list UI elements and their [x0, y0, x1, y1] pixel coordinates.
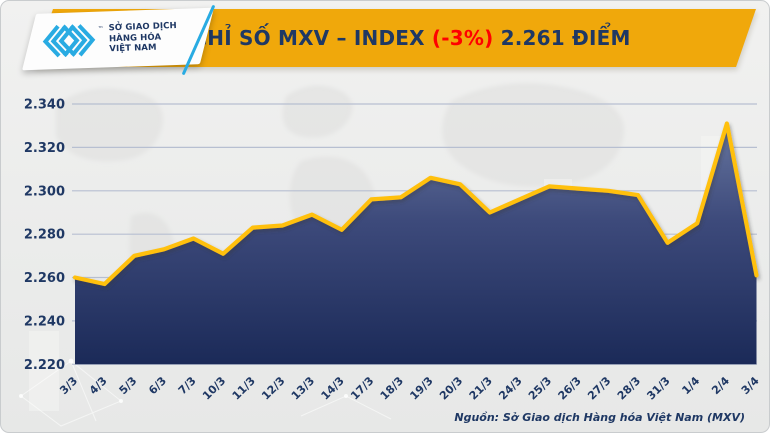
x-axis-label: 12/3 [259, 374, 287, 402]
x-axis-label: 14/3 [319, 374, 347, 402]
x-axis-label: 13/3 [289, 374, 317, 402]
x-axis-label: 21/3 [467, 374, 495, 402]
y-axis-label: 2.240 [24, 314, 65, 329]
index-line [72, 121, 759, 287]
x-axis-label: 20/3 [437, 374, 465, 402]
x-axis-label: 31/3 [644, 374, 672, 402]
x-axis-label: 5/3 [117, 374, 140, 397]
constellation-dots [19, 358, 348, 403]
x-axis-label: 7/3 [176, 374, 199, 397]
y-axis-label: 2.300 [24, 184, 65, 199]
area-fill [75, 123, 757, 365]
x-axis-label: 3/4 [739, 374, 762, 397]
y-axis-label: 2.280 [24, 228, 65, 243]
x-axis-label: 1/4 [679, 374, 702, 397]
x-axis-label: 11/3 [230, 374, 258, 402]
y-axis-label: 2.260 [24, 271, 65, 286]
x-axis-label: 19/3 [407, 374, 435, 402]
y-axis-label: 2.340 [24, 98, 65, 113]
x-axis-label: 10/3 [200, 374, 228, 402]
y-axis-label: 2.320 [24, 141, 65, 156]
x-axis-label: 3/3 [57, 374, 80, 397]
x-axis-label: 27/3 [585, 374, 613, 402]
x-axis-label: 28/3 [615, 374, 643, 402]
x-axis-label: 24/3 [496, 374, 524, 402]
x-axis-label: 17/3 [348, 374, 376, 402]
x-axis-label: 18/3 [378, 374, 406, 402]
source-caption: Nguồn: Sở Giao dịch Hàng hóa Việt Nam (M… [454, 411, 745, 424]
x-axis-label: 2/4 [709, 374, 732, 397]
x-axis-label: 6/3 [146, 374, 169, 397]
x-axis-label: 26/3 [556, 374, 584, 402]
x-axis-label: 25/3 [526, 374, 554, 402]
x-axis-label: 4/3 [87, 374, 110, 397]
y-axis-label: 2.220 [24, 358, 65, 373]
